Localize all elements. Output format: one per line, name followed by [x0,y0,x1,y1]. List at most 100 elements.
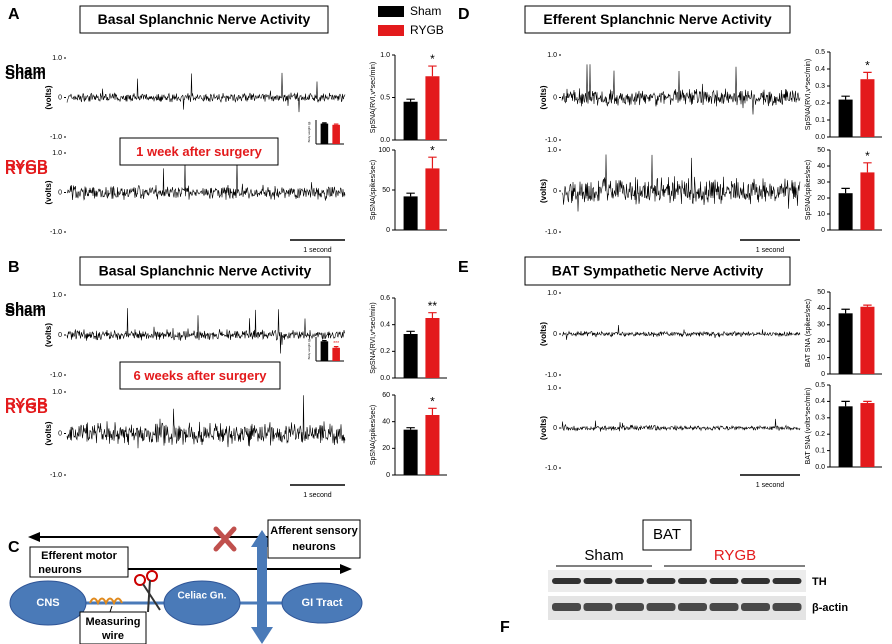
error-bar [428,156,437,169]
error-bar [333,346,339,348]
box-text: wire [101,630,124,642]
y-axis-label: SpSNA(RVI,v*sec/min) [370,302,377,373]
y-tick-label: 0.0 [380,137,390,144]
chart-frame [394,142,448,230]
y-tick-label: 0 [58,189,62,196]
group-label: RYGB [714,547,756,564]
y-tick-label: 20 [817,195,825,202]
title-box [524,5,791,34]
blot-band [709,578,739,584]
y-tick-label: 60 [382,392,390,399]
nerve-trace [66,308,346,354]
bar [425,168,440,230]
group-label: RYGB [5,395,48,412]
group-label: Sham [584,547,623,564]
bar-chart: Body weight (g) *** [307,337,344,362]
band-label: TH [812,576,827,588]
error-bar [841,95,850,100]
y-tick-label: 0 [553,94,557,101]
y-tick-label: 1.0 [52,389,62,396]
significance: * [430,143,435,157]
group-label: Sham [5,303,46,320]
note: 1 week after surgery [136,144,263,159]
y-axis-label: (volts) [44,85,53,109]
node [9,580,87,626]
blot-band [646,603,676,611]
legend-swatch [378,25,404,36]
title-box [79,256,331,286]
box-text: Efferent motor [41,550,118,562]
group-label: Sham [5,300,46,317]
y-tick-label: 0 [58,332,62,339]
error-bar [406,192,415,197]
blot-band [646,578,676,584]
bar [320,123,329,144]
group-label: RYGB [5,157,48,174]
bar-chart: SpSNA(spikes/sec) 0 50 100 * [370,142,448,234]
scale-label: 1 second [756,247,785,254]
y-axis-label: (volts) [539,416,548,440]
blot-band [678,603,707,611]
nerve-trace [561,154,801,212]
y-tick-label: 30 [817,179,825,186]
y-tick-label: 50 [817,147,825,154]
y-tick-label: 0.4 [815,66,825,73]
y-tick-label: 0 [58,94,62,101]
y-tick-label: 20 [817,338,825,345]
error-bar [863,304,872,307]
bar [860,79,875,137]
y-tick-label: 0.1 [815,447,825,454]
y-tick-label: 0.5 [815,49,825,56]
bar [425,318,440,378]
y-tick-label: 100 [378,147,390,154]
scissors [134,570,161,613]
y-axis-label: Body weight (g) [307,122,311,143]
y-tick-label: 0.3 [815,83,825,90]
y-tick-label: -1.0 [545,137,557,144]
node [163,580,241,626]
bar [332,124,340,144]
y-axis-label: Body weight (g) [307,339,311,360]
note: 6 weeks after surgery [134,368,268,383]
node-label: CNS [36,597,59,609]
y-tick-label: 40 [817,163,825,170]
diagram-shapes [9,519,363,644]
significance: * [865,59,870,73]
legend-label: Sham [410,4,441,18]
y-tick-label: 0.4 [380,322,390,329]
significance: *** [333,341,339,347]
block-mark [213,526,237,552]
bar [838,193,853,230]
y-tick-label: 1.0 [547,147,557,154]
y-axis-label: SpSNA(spikes/sec) [370,405,377,465]
y-tick-label: 0 [58,430,62,437]
box-text: Measuring [85,616,140,628]
bar [403,101,418,140]
y-tick-label: 40 [382,419,390,426]
wire-pointer [109,605,113,613]
blot-band [772,578,802,584]
y-tick-label: 0 [821,227,825,234]
legend-swatch [378,6,404,17]
blot-band [615,603,644,611]
bar [320,341,329,361]
tissue-label: BAT [653,526,681,543]
significance: * [430,52,435,66]
y-tick-label: -1.0 [545,372,557,379]
note-box [119,361,281,390]
chart-frame [394,290,448,378]
title-box [79,5,329,34]
box [267,519,361,559]
y-tick-label: 0.0 [380,375,390,382]
panel-letter: A [8,6,20,23]
y-tick-label: 30 [817,322,825,329]
y-tick-label: 1.0 [547,385,557,392]
y-tick-label: -1.0 [50,372,62,379]
significance: * [430,395,435,409]
bar [403,429,418,475]
bar [860,403,875,467]
scale-label: 1 second [303,247,332,254]
error-bar [428,407,437,415]
panel-letter: B [8,259,20,276]
